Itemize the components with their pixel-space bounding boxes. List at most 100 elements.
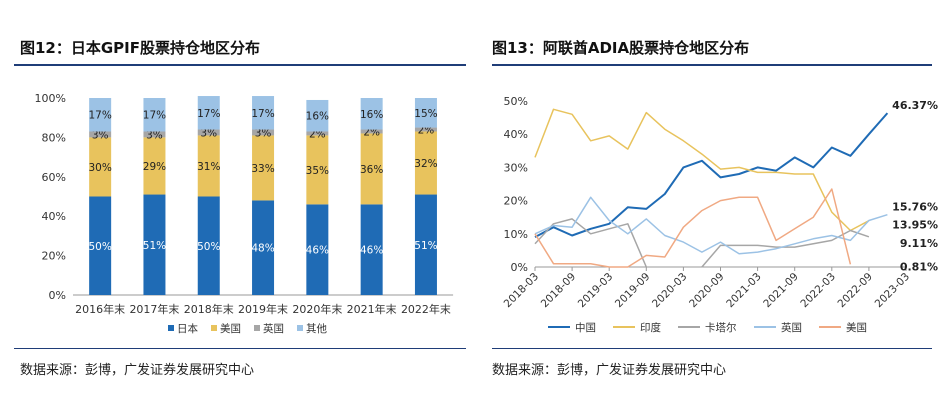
bar-segment [360, 133, 383, 205]
data-label: 29% [143, 161, 166, 173]
data-label: 46% [306, 245, 329, 257]
bar-segment [197, 96, 220, 130]
y-tick-label: 30% [504, 161, 528, 174]
data-label: 17% [251, 108, 274, 120]
bar-segment [143, 194, 166, 295]
x-tick-label: 2021年末 [347, 302, 397, 316]
series-line [534, 108, 870, 232]
y-tick-label: 50% [504, 95, 528, 108]
bar-segment [414, 131, 437, 195]
bar-segment [89, 131, 112, 138]
x-tick-label: 2022-03 [798, 271, 838, 311]
right-panel: 图13：阿联酋ADIA股票持仓地区分布 0% 10% 20% 30% 40% 50% 201… [478, 0, 943, 402]
data-label: 31% [197, 161, 220, 173]
bar-segment [306, 204, 329, 295]
bar-segment [306, 99, 329, 132]
data-label: 50% [197, 241, 220, 253]
data-label: 16% [360, 109, 383, 121]
legend-label: 卡塔尔 [705, 321, 737, 334]
title-rule [492, 64, 932, 66]
y-tick-label: 10% [504, 228, 528, 241]
x-tick-label: 2020-03 [650, 271, 690, 311]
legend-swatch [297, 325, 303, 331]
y-tick-label: 0% [49, 289, 66, 302]
x-tick-label: 2016年末 [75, 302, 125, 316]
chart-title: 图13：阿联酋ADIA股票持仓地区分布 [492, 39, 750, 57]
bar-segment [306, 135, 329, 205]
x-tick-label: 2018年末 [184, 302, 234, 316]
series-line [534, 218, 870, 268]
data-label: 3% [255, 127, 272, 139]
bar-segment [360, 129, 383, 134]
end-value-label: 0.81% [900, 260, 938, 273]
x-tick-label: 2021-03 [724, 271, 764, 311]
legend-label: 中国 [575, 321, 596, 334]
chart-title: 图12：日本GPIF股票持仓地区分布 [20, 39, 261, 57]
data-label: 3% [92, 129, 109, 141]
bar-segment [89, 137, 112, 197]
data-label: 48% [251, 243, 274, 255]
data-label: 30% [88, 162, 111, 174]
bar-segment [360, 204, 383, 295]
bar-segment [197, 135, 220, 197]
x-tick-label: 2018-09 [539, 271, 579, 311]
data-label: 17% [197, 108, 220, 120]
legend-swatch [168, 325, 174, 331]
bar-segment [197, 196, 220, 295]
x-tick-label: 2020年末 [292, 302, 342, 316]
bar-segment [252, 129, 275, 136]
legend-swatch [211, 325, 217, 331]
legend-label: 其他 [306, 322, 327, 335]
bar-segment [252, 135, 275, 201]
y-tick-label: 100% [35, 92, 66, 105]
bar-segment [414, 127, 437, 132]
x-tick-label: 2022年末 [401, 302, 451, 316]
x-tick-label: 2023-03 [873, 271, 913, 311]
data-label: 32% [414, 158, 437, 170]
data-label: 35% [306, 165, 329, 177]
y-tick-label: 20% [42, 250, 66, 263]
source-rule [492, 348, 932, 349]
series-line [534, 196, 888, 255]
data-label: 17% [88, 110, 111, 122]
bar-segment [143, 98, 166, 132]
end-value-label: 9.11% [900, 237, 938, 250]
x-tick-label: 2019-09 [613, 271, 653, 311]
x-tick-label: 2021-09 [761, 271, 801, 311]
y-tick-label: 40% [504, 128, 528, 141]
legend-swatch [254, 325, 260, 331]
line-chart: 0%10%20%30%40%50%2018-032018-092019-0320… [502, 95, 938, 334]
data-label: 3% [146, 129, 163, 141]
legend-label: 英国 [781, 321, 802, 334]
source-note: 数据来源：彭博，广发证券发展研究中心 [20, 363, 255, 378]
bar-segment [89, 98, 112, 132]
y-tick-label: 80% [42, 131, 66, 144]
bar-segment [197, 129, 220, 136]
data-label: 17% [143, 110, 166, 122]
bar-segment [143, 131, 166, 138]
legend-label: 英国 [263, 322, 284, 335]
legend-label: 美国 [220, 322, 241, 335]
data-label: 33% [251, 163, 274, 175]
end-value-label: 15.76% [892, 201, 938, 214]
source-rule [14, 348, 466, 349]
y-tick-label: 40% [42, 210, 66, 223]
y-tick-label: 0% [511, 261, 528, 274]
data-label: 3% [200, 127, 217, 139]
data-label: 16% [306, 111, 329, 123]
bar-segment [306, 131, 329, 136]
x-tick-label: 2018-03 [502, 271, 542, 311]
end-value-label: 13.95% [892, 219, 938, 232]
bar-segment [252, 200, 275, 295]
x-tick-label: 2019年末 [238, 302, 288, 316]
data-label: 51% [414, 240, 437, 252]
data-label: 50% [88, 241, 111, 253]
x-tick-label: 2019-03 [576, 271, 616, 311]
bar-segment [143, 137, 166, 195]
data-label: 36% [360, 164, 383, 176]
bar-segment [414, 194, 437, 295]
bar-segment [89, 196, 112, 295]
y-tick-label: 20% [504, 195, 528, 208]
data-label: 51% [143, 240, 166, 252]
legend-label: 美国 [846, 321, 867, 334]
